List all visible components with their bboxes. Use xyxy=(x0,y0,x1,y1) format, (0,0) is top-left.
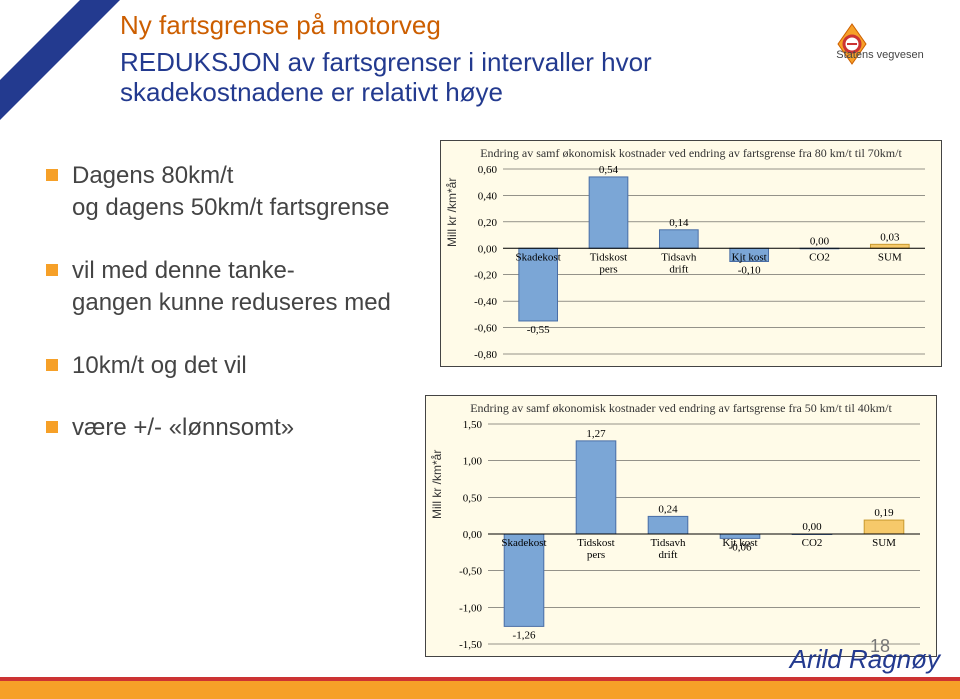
svg-text:Skadekost: Skadekost xyxy=(501,537,546,549)
svg-text:-0,50: -0,50 xyxy=(459,566,482,578)
chart-plot: -1,50 -1,00 -0,50 0,00 0,50 1,00 1,50 Skadekost… xyxy=(426,396,936,656)
svg-text:Tidskost: Tidskost xyxy=(590,251,628,263)
svg-text:-1,00: -1,00 xyxy=(459,602,482,614)
bullet-text: Dagens 80km/t og dagens 50km/t fartsgren… xyxy=(72,160,390,225)
svg-text:CO2: CO2 xyxy=(809,251,830,263)
svg-text:1,50: 1,50 xyxy=(463,419,483,431)
svg-text:-0,60: -0,60 xyxy=(474,323,497,335)
svg-text:0,00: 0,00 xyxy=(463,529,483,541)
chart-50-to-40: Endring av samf økonomisk kostnader ved … xyxy=(425,395,937,657)
footer-stripe xyxy=(0,677,960,699)
svg-text:0,19: 0,19 xyxy=(874,507,894,519)
svg-text:-0,10: -0,10 xyxy=(738,265,761,277)
svg-text:0,50: 0,50 xyxy=(463,492,483,504)
svg-text:Kjt kost: Kjt kost xyxy=(732,251,767,263)
corner-wedge-inner xyxy=(0,0,80,80)
svg-text:1,00: 1,00 xyxy=(463,456,483,468)
bullet-icon xyxy=(46,169,58,181)
svg-text:0,00: 0,00 xyxy=(810,235,830,247)
chart-80-to-70: Endring av samf økonomisk kostnader ved … xyxy=(440,140,942,367)
svg-text:-0,80: -0,80 xyxy=(474,349,497,361)
svg-text:0,40: 0,40 xyxy=(478,190,498,202)
author-name: Arild Ragnøy xyxy=(790,644,940,675)
svg-text:-0,06: -0,06 xyxy=(729,541,752,553)
bullet-icon xyxy=(46,264,58,276)
svg-text:SUM: SUM xyxy=(872,537,896,549)
chart-plot: -0,80 -0,60 -0,40 -0,20 0,00 0,20 0,40 0,60 Skad… xyxy=(441,141,941,366)
bullet-text: vil med denne tanke- gangen kunne reduse… xyxy=(72,255,391,320)
bullet-text: være +/- «lønnsomt» xyxy=(72,414,294,441)
svg-text:0,24: 0,24 xyxy=(658,503,678,515)
svg-text:-0,40: -0,40 xyxy=(474,296,497,308)
svg-text:Statens vegvesen: Statens vegvesen xyxy=(836,49,923,61)
svg-text:-1,50: -1,50 xyxy=(459,639,482,651)
svg-text:drift: drift xyxy=(659,549,678,561)
svg-text:-0,55: -0,55 xyxy=(527,324,550,336)
title-line2: REDUKSJON av fartsgrenser i intervaller … xyxy=(120,48,840,108)
svg-text:Tidsavh: Tidsavh xyxy=(661,251,697,263)
svg-text:Skadekost: Skadekost xyxy=(516,251,561,263)
svg-text:0,20: 0,20 xyxy=(478,217,498,229)
svg-text:0,00: 0,00 xyxy=(802,521,822,533)
bullet-icon xyxy=(46,359,58,371)
bullet-text: 10km/t og det vil xyxy=(72,352,247,379)
svg-text:0,14: 0,14 xyxy=(669,217,689,229)
title-line1: Ny fartsgrense på motorveg xyxy=(120,10,441,41)
bullet-icon xyxy=(46,421,58,433)
svg-text:drift: drift xyxy=(669,263,688,275)
svg-text:-1,26: -1,26 xyxy=(513,629,536,641)
svg-text:SUM: SUM xyxy=(878,251,902,263)
svg-text:Tidsavh: Tidsavh xyxy=(650,537,686,549)
svg-text:0,00: 0,00 xyxy=(478,243,498,255)
svg-text:pers: pers xyxy=(587,549,605,561)
bullet-list: Dagens 80km/t og dagens 50km/t fartsgren… xyxy=(46,160,391,466)
svg-text:-0,20: -0,20 xyxy=(474,270,497,282)
svg-text:0,03: 0,03 xyxy=(880,231,900,243)
svg-text:0,54: 0,54 xyxy=(599,164,619,176)
svg-text:1,27: 1,27 xyxy=(586,428,606,440)
svg-text:Tidskost: Tidskost xyxy=(577,537,615,549)
svg-text:pers: pers xyxy=(599,263,617,275)
svg-text:CO2: CO2 xyxy=(802,537,823,549)
slide: { "page": { "number": "18", "author": "A… xyxy=(0,0,960,699)
svg-text:0,60: 0,60 xyxy=(478,164,498,176)
